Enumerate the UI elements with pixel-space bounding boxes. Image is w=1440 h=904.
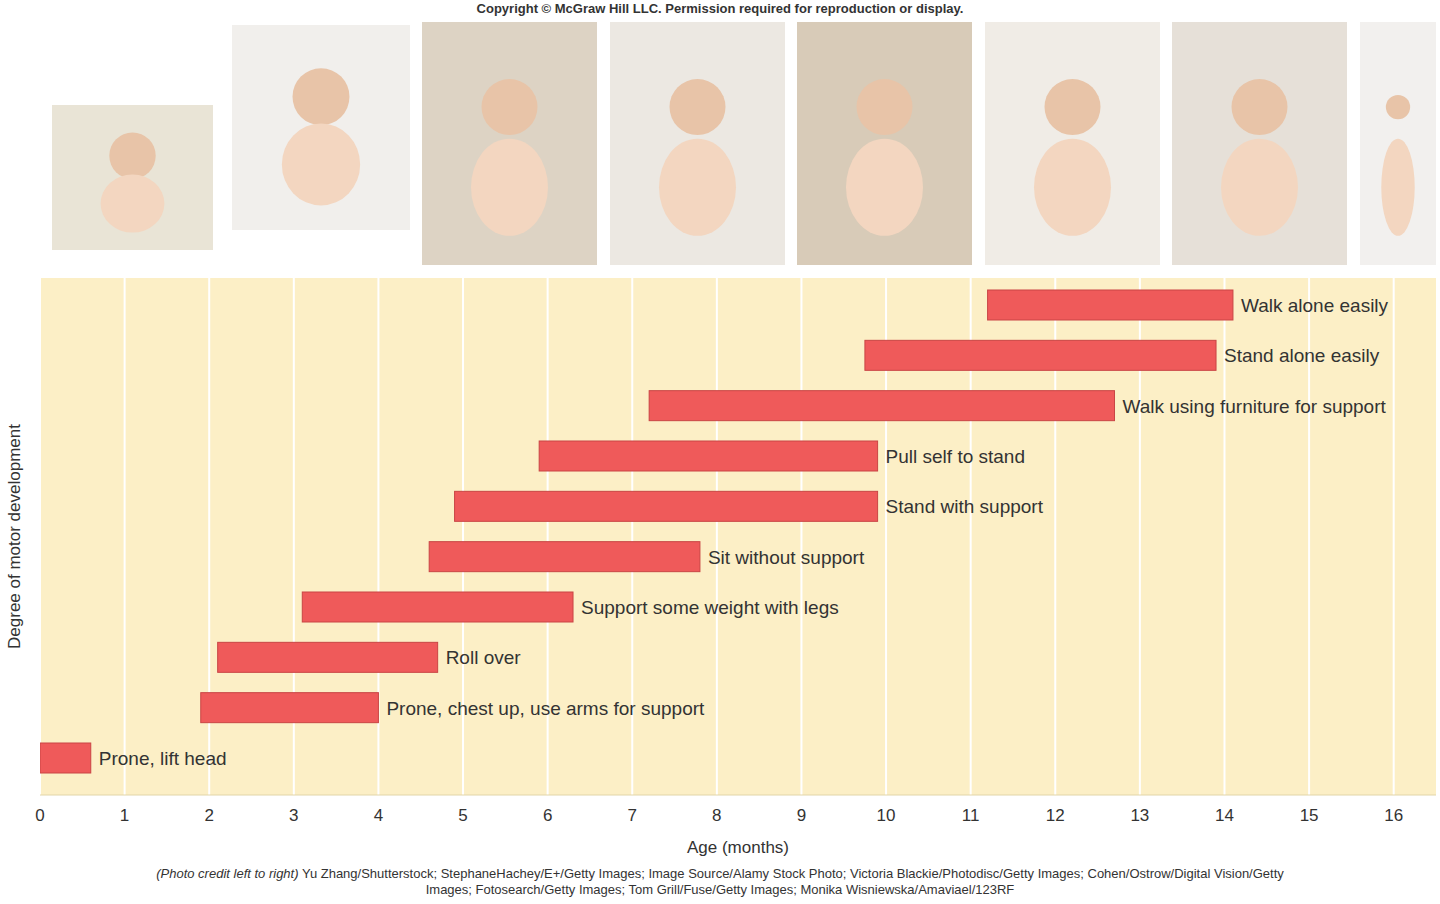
range-bar (455, 491, 878, 521)
tick-label: 16 (1384, 806, 1403, 825)
tick-label: 1 (120, 806, 129, 825)
range-bar (865, 340, 1216, 370)
photo-figure (1034, 139, 1111, 236)
grid-line (124, 278, 126, 795)
photo-figure (109, 133, 155, 179)
range-bar (649, 391, 1114, 421)
range-bar (429, 542, 700, 572)
tick-label: 13 (1130, 806, 1149, 825)
range-bar (302, 592, 573, 622)
bar-label: Walk alone easily (1241, 295, 1389, 316)
chart: Copyright © McGraw Hill LLC. Permission … (0, 0, 1440, 904)
bar-label: Walk using furniture for support (1122, 396, 1386, 417)
y-axis-title: Degree of motor development (5, 424, 24, 649)
bar-label: Stand with support (886, 496, 1044, 517)
bars (40, 290, 1233, 773)
tick-label: 5 (458, 806, 467, 825)
photo (610, 22, 785, 265)
range-bar (539, 441, 877, 471)
tick-label: 8 (712, 806, 721, 825)
photo-figure (1381, 139, 1414, 236)
photo (422, 22, 597, 265)
tick-label: 0 (35, 806, 44, 825)
tick-label: 2 (204, 806, 213, 825)
range-bar (988, 290, 1233, 320)
tick-label: 6 (543, 806, 552, 825)
bar-label: Pull self to stand (886, 446, 1025, 467)
photo (1360, 22, 1436, 265)
photo-figure (846, 139, 923, 236)
photo (1172, 22, 1347, 265)
photo-figure (482, 79, 538, 135)
grid-line (39, 278, 41, 795)
bar-label: Prone, lift head (99, 748, 227, 769)
photo-figure (1221, 139, 1298, 236)
tick-label: 15 (1300, 806, 1319, 825)
tick-label: 11 (962, 806, 980, 825)
range-bar (40, 743, 91, 773)
bar-label: Roll over (446, 647, 522, 668)
grid-line (800, 278, 802, 795)
tick-label: 7 (628, 806, 637, 825)
photo-figure (1232, 79, 1288, 135)
range-bar (201, 693, 379, 723)
photo-figure (670, 79, 726, 135)
photo-figure (857, 79, 913, 135)
photo-credit: (Photo credit left to right) Yu Zhang/Sh… (156, 866, 1284, 897)
tick-label: 9 (797, 806, 806, 825)
photo-figure (293, 68, 350, 125)
range-bar (218, 642, 438, 672)
tick-label: 12 (1046, 806, 1065, 825)
copyright: Copyright © McGraw Hill LLC. Permission … (477, 1, 964, 16)
photo (52, 105, 213, 250)
photo-figure (1386, 95, 1410, 119)
photo (797, 22, 972, 265)
tick-label: 3 (289, 806, 298, 825)
tick-label: 14 (1215, 806, 1234, 825)
x-axis-title: Age (months) (687, 838, 789, 857)
photo-figure (101, 175, 165, 233)
bar-label: Sit without support (708, 547, 865, 568)
tick-label: 10 (877, 806, 896, 825)
photo (232, 25, 410, 230)
grid-line (716, 278, 718, 795)
grid-line (1393, 278, 1395, 795)
photo-figure (282, 123, 360, 205)
photo-figure (659, 139, 736, 236)
plot-area (40, 278, 1436, 795)
x-axis (40, 795, 1436, 796)
tick-label: 4 (374, 806, 383, 825)
bar-label: Support some weight with legs (581, 597, 839, 618)
photo-figure (471, 139, 548, 236)
bar-label: Stand alone easily (1224, 345, 1380, 366)
bar-label: Prone, chest up, use arms for support (386, 698, 705, 719)
photo (985, 22, 1160, 265)
photo-figure (1045, 79, 1101, 135)
